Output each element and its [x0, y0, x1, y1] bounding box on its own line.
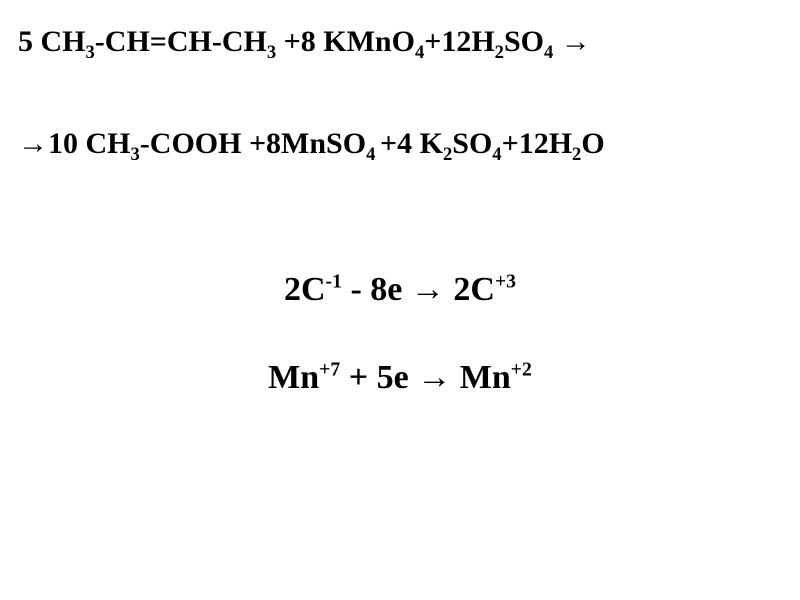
products-line: →10 CH3-COOH +8MnSO4 +4 K2SO4+12H2O [18, 127, 782, 161]
txt: -CH=CH-CH [95, 25, 267, 58]
txt: SO [504, 25, 544, 58]
arrow-icon: → [561, 25, 591, 58]
txt: SO [452, 127, 492, 160]
txt: 5 CH [18, 25, 86, 58]
sub: 3 [131, 144, 140, 165]
sub: 4 [366, 144, 380, 165]
sup: +3 [495, 271, 516, 293]
txt: +12H [502, 127, 572, 160]
arrow-icon: → [417, 359, 451, 396]
sub: 2 [495, 42, 504, 63]
arrow-icon: → [411, 271, 445, 308]
sub: 4 [415, 42, 424, 63]
txt: +8 KMnO [276, 25, 415, 58]
txt: +12H [424, 25, 494, 58]
carbon-half-reaction: 2C-1 - 8e → 2C+3 [18, 271, 782, 309]
txt: 2C [284, 271, 326, 308]
sub: 3 [267, 42, 276, 63]
sub: 2 [443, 144, 452, 165]
sub: 4 [544, 42, 553, 63]
txt: 10 CH [48, 127, 131, 160]
arrow-icon: → [18, 127, 48, 160]
sup: +2 [511, 359, 532, 381]
txt: Mn [268, 359, 319, 396]
sup: +7 [319, 359, 340, 381]
manganese-half-reaction: Mn+7 + 5e → Mn+2 [18, 359, 782, 397]
txt: + 5e [340, 359, 417, 396]
txt: - 8e [342, 271, 411, 308]
txt: O [581, 127, 604, 160]
sub: 4 [492, 144, 501, 165]
txt: -COOH +8MnSO [140, 127, 366, 160]
sup: -1 [326, 271, 342, 293]
txt [553, 25, 561, 58]
sub: 2 [572, 144, 581, 165]
sub: 3 [86, 42, 95, 63]
txt: Mn [451, 359, 511, 396]
txt: +4 K [380, 127, 443, 160]
reactants-line: 5 CH3-CH=CH-CH3 +8 KMnO4+12H2SO4 → [18, 25, 782, 59]
txt: 2C [445, 271, 495, 308]
